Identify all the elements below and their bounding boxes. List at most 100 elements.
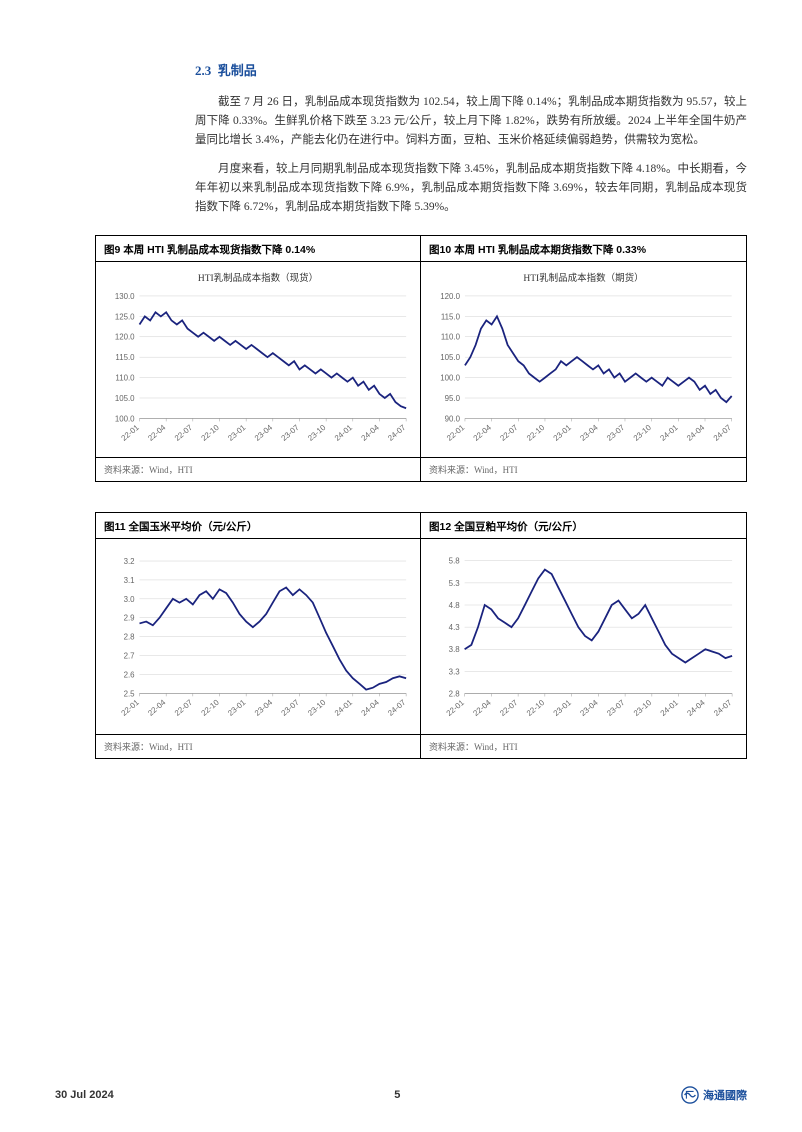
logo-icon <box>681 1086 699 1104</box>
svg-text:105.0: 105.0 <box>115 394 135 403</box>
svg-text:120.0: 120.0 <box>440 292 460 301</box>
svg-text:22-07: 22-07 <box>173 698 194 718</box>
svg-text:22-04: 22-04 <box>472 422 494 442</box>
chart-grid-2: 图11 全国玉米平均价（元/公斤） 2.52.62.72.82.93.03.13… <box>95 512 747 759</box>
svg-text:5.8: 5.8 <box>449 557 461 566</box>
svg-text:23-01: 23-01 <box>226 423 247 443</box>
chart-12-cell: 图12 全国豆粕平均价（元/公斤） 2.8 3.3 3.8 4.3 4.8 5.3 5.8 2… <box>421 513 746 758</box>
svg-text:22-01: 22-01 <box>120 698 141 718</box>
footer-brand: 海通國際 <box>703 1087 747 1103</box>
svg-text:24-04: 24-04 <box>685 697 707 717</box>
svg-text:23-07: 23-07 <box>280 423 301 443</box>
svg-text:5.3: 5.3 <box>449 579 461 588</box>
svg-text:130.0: 130.0 <box>115 292 135 301</box>
svg-text:120.0: 120.0 <box>115 333 135 342</box>
chart-11-svg: 2.52.62.72.82.93.03.13.222-0122-0422-072… <box>100 553 416 730</box>
svg-text:22-10: 22-10 <box>525 697 547 717</box>
svg-text:2.8: 2.8 <box>449 689 461 698</box>
svg-text:100.0: 100.0 <box>115 414 135 423</box>
svg-text:3.8: 3.8 <box>449 645 461 654</box>
svg-text:2.8: 2.8 <box>124 632 136 641</box>
svg-text:115.0: 115.0 <box>441 312 461 321</box>
svg-text:22-10: 22-10 <box>525 422 547 442</box>
svg-text:24-04: 24-04 <box>359 422 381 442</box>
chart-10-subtitle: HTI乳制品成本指数（期货） <box>523 270 643 284</box>
chart-grid-1: 图9 本周 HTI 乳制品成本现货指数下降 0.14% HTI乳制品成本指数（现… <box>95 235 747 482</box>
chart-11-body: 2.52.62.72.82.93.03.13.222-0122-0422-072… <box>96 539 420 734</box>
svg-text:3.3: 3.3 <box>449 667 461 676</box>
svg-text:2.7: 2.7 <box>124 651 135 660</box>
svg-text:24-01: 24-01 <box>333 698 354 718</box>
svg-text:24-01: 24-01 <box>658 423 679 443</box>
page-footer: 30 Jul 2024 5 海通國際 <box>55 1086 747 1104</box>
svg-text:23-01: 23-01 <box>552 423 573 443</box>
footer-page: 5 <box>394 1089 400 1101</box>
svg-text:22-04: 22-04 <box>146 422 168 442</box>
chart-9-title: 图9 本周 HTI 乳制品成本现货指数下降 0.14% <box>96 236 420 262</box>
svg-text:3.1: 3.1 <box>124 576 135 585</box>
section-title: 乳制品 <box>218 63 257 78</box>
svg-text:100.0: 100.0 <box>440 373 460 382</box>
chart-10-title: 图10 本周 HTI 乳制品成本期货指数下降 0.33% <box>421 236 746 262</box>
section-number: 2.3 <box>195 63 211 78</box>
svg-text:23-10: 23-10 <box>632 422 654 442</box>
svg-text:22-01: 22-01 <box>120 423 141 443</box>
svg-text:22-04: 22-04 <box>146 697 168 717</box>
svg-text:22-07: 22-07 <box>173 423 194 443</box>
chart-12-source: 资料来源：Wind，HTI <box>421 734 746 758</box>
svg-text:22-10: 22-10 <box>200 697 222 717</box>
chart-11-cell: 图11 全国玉米平均价（元/公斤） 2.52.62.72.82.93.03.13… <box>96 513 421 758</box>
paragraph-2: 月度来看，较上月同期乳制品成本现货指数下降 3.45%，乳制品成本期货指数下降 … <box>195 160 747 217</box>
svg-text:3.0: 3.0 <box>124 595 136 604</box>
svg-text:24-01: 24-01 <box>659 697 681 717</box>
chart-9-cell: 图9 本周 HTI 乳制品成本现货指数下降 0.14% HTI乳制品成本指数（现… <box>96 236 421 481</box>
chart-9-source: 资料来源：Wind，HTI <box>96 457 420 481</box>
svg-text:3.2: 3.2 <box>124 557 135 566</box>
chart-9-svg: 100.0105.0110.0115.0120.0125.0130.022-01… <box>100 290 416 453</box>
svg-text:22-10: 22-10 <box>200 422 222 442</box>
svg-text:23-10: 23-10 <box>632 697 654 717</box>
footer-date: 30 Jul 2024 <box>55 1089 114 1101</box>
svg-text:23-10: 23-10 <box>306 697 328 717</box>
svg-text:110.0: 110.0 <box>441 333 461 342</box>
chart-12-body: 2.83.33.84.34.85.35.822-0122-0422-0722-1… <box>421 539 746 734</box>
svg-text:23-04: 23-04 <box>578 697 600 717</box>
svg-text:2.9: 2.9 <box>124 614 136 623</box>
svg-text:24-04: 24-04 <box>359 697 381 717</box>
paragraph-1: 截至 7 月 26 日，乳制品成本现货指数为 102.54，较上周下降 0.14… <box>195 93 747 150</box>
svg-text:4.8: 4.8 <box>449 601 461 610</box>
chart-9-body: HTI乳制品成本指数（现货） 100.0105.0110.0115.0120.0… <box>96 262 420 457</box>
chart-11-source: 资料来源：Wind，HTI <box>96 734 420 758</box>
svg-text:125.0: 125.0 <box>115 312 135 321</box>
svg-text:105.0: 105.0 <box>440 353 460 362</box>
chart-11-title: 图11 全国玉米平均价（元/公斤） <box>96 513 420 539</box>
svg-text:24-04: 24-04 <box>685 422 707 442</box>
svg-text:23-01: 23-01 <box>226 698 247 718</box>
svg-text:4.3: 4.3 <box>449 623 461 632</box>
chart-10-svg: 90.0 95.0 100.0 105.0 110.0 115.0 120.0 22-01 22… <box>425 290 742 453</box>
svg-text:22-01: 22-01 <box>445 697 467 717</box>
svg-text:23-07: 23-07 <box>280 698 301 718</box>
svg-text:23-07: 23-07 <box>605 423 626 443</box>
svg-text:23-04: 23-04 <box>578 422 600 442</box>
svg-text:23-04: 23-04 <box>253 697 275 717</box>
svg-text:23-04: 23-04 <box>253 422 275 442</box>
svg-text:90.0: 90.0 <box>445 414 461 423</box>
svg-text:22-04: 22-04 <box>471 697 493 717</box>
chart-9-subtitle: HTI乳制品成本指数（现货） <box>198 270 318 284</box>
chart-10-source: 资料来源：Wind，HTI <box>421 457 746 481</box>
svg-text:23-10: 23-10 <box>306 422 328 442</box>
chart-12-title: 图12 全国豆粕平均价（元/公斤） <box>421 513 746 539</box>
chart-10-cell: 图10 本周 HTI 乳制品成本期货指数下降 0.33% HTI乳制品成本指数（… <box>421 236 746 481</box>
svg-text:24-07: 24-07 <box>386 423 407 443</box>
svg-text:24-07: 24-07 <box>386 698 407 718</box>
section-heading: 2.3 乳制品 <box>195 60 747 79</box>
svg-text:22-01: 22-01 <box>445 423 466 443</box>
svg-text:95.0: 95.0 <box>445 394 461 403</box>
footer-logo: 海通國際 <box>681 1086 747 1104</box>
svg-text:24-01: 24-01 <box>333 423 354 443</box>
svg-text:22-07: 22-07 <box>498 423 519 443</box>
chart-12-svg: 2.83.33.84.34.85.35.822-0122-0422-0722-1… <box>425 553 742 730</box>
svg-text:2.6: 2.6 <box>124 670 136 679</box>
svg-text:24-07: 24-07 <box>712 423 733 443</box>
